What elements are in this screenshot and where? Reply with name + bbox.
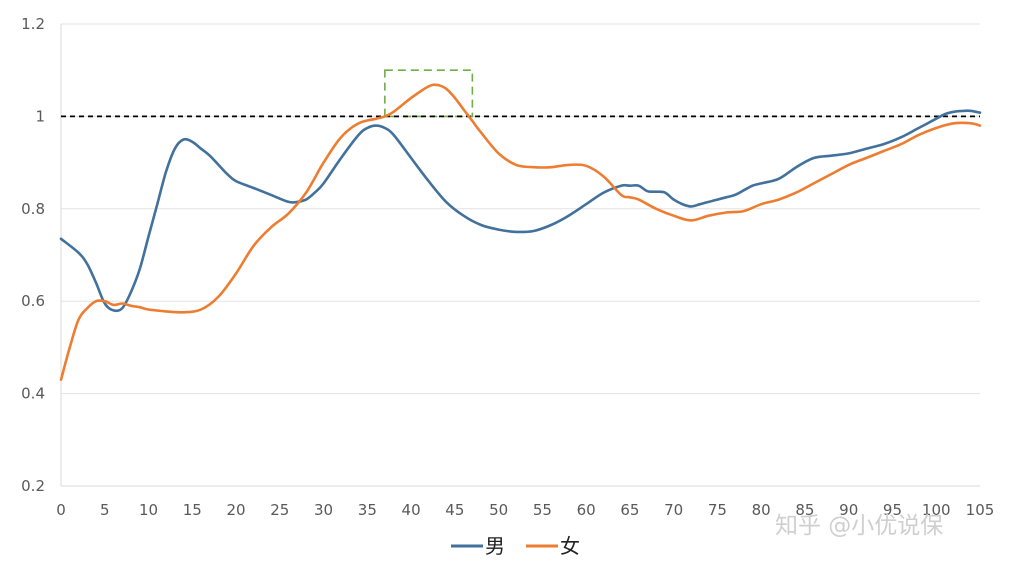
gridlines	[61, 23, 980, 395]
series-line-0	[59, 109, 982, 313]
x-tick-label: 10	[139, 501, 158, 519]
x-tick-label: 35	[358, 501, 377, 519]
x-tick-label: 55	[533, 501, 552, 519]
y-tick-label: 0.4	[21, 385, 45, 403]
legend: 男女	[451, 534, 580, 558]
y-tick-label: 0.8	[21, 200, 45, 218]
highlight-box	[384, 69, 474, 118]
x-tick-label: 30	[314, 501, 333, 519]
x-tick-label: 50	[489, 501, 508, 519]
x-tick-label: 105	[966, 501, 995, 519]
x-tick-label: 95	[883, 501, 902, 519]
x-tick-label: 60	[577, 501, 596, 519]
y-tick-label: 0.2	[21, 477, 45, 495]
legend-label: 女	[560, 534, 580, 558]
x-tick-label: 20	[227, 501, 246, 519]
x-tick-label: 80	[752, 501, 771, 519]
y-tick-label: 1	[35, 107, 45, 125]
x-tick-label: 25	[270, 501, 289, 519]
x-tick-label: 70	[664, 501, 683, 519]
x-tick-label: 40	[402, 501, 421, 519]
y-tick-label: 1.2	[21, 15, 45, 33]
legend-label: 男	[485, 534, 505, 558]
x-tick-label: 5	[100, 501, 110, 519]
x-tick-label: 100	[922, 501, 951, 519]
x-tick-label: 75	[708, 501, 727, 519]
x-tick-label: 90	[839, 501, 858, 519]
x-tick-label: 15	[183, 501, 202, 519]
x-tick-label: 0	[56, 501, 66, 519]
x-tick-label: 45	[445, 501, 464, 519]
y-tick-labels: 1.2 1 0.8 0.6 0.4 0.2	[21, 15, 45, 495]
series-line-1	[59, 83, 982, 381]
x-tick-labels: 0 5 10 15 20 25 30 35 40 45 50 55 60 65 70 75 80 85 90 95 10…	[56, 501, 994, 519]
x-tick-label: 85	[795, 501, 814, 519]
y-tick-label: 0.6	[21, 292, 45, 310]
watermark: 知乎 @小优说保	[775, 513, 943, 539]
series-lines	[59, 83, 982, 381]
x-tick-label: 65	[620, 501, 639, 519]
